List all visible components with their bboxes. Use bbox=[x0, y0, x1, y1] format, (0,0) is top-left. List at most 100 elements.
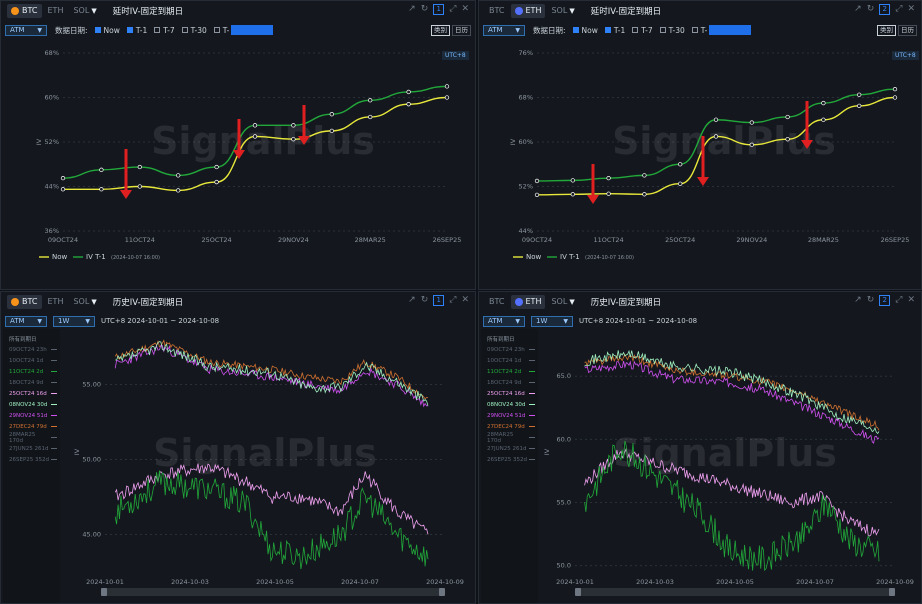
calendar-button[interactable]: 日历 bbox=[452, 25, 471, 36]
chevron-down-icon[interactable]: ▼ bbox=[569, 297, 575, 306]
time-scrollbar[interactable] bbox=[575, 588, 895, 596]
expiry-legend-item[interactable]: 08NOV24 30d bbox=[481, 399, 538, 410]
coin-tab-sol[interactable]: SOL ▼ bbox=[547, 295, 578, 309]
coin-tab-btc[interactable]: BTC bbox=[485, 295, 509, 309]
share-icon[interactable]: ↗ bbox=[408, 4, 416, 14]
data-point bbox=[749, 120, 754, 125]
chevron-down-icon[interactable]: ▼ bbox=[91, 6, 97, 15]
data-point bbox=[857, 103, 862, 108]
category-button[interactable]: 类别 bbox=[431, 25, 450, 36]
check-custom[interactable]: T- bbox=[213, 25, 274, 35]
window-select[interactable]: 1W ▼ bbox=[531, 315, 573, 327]
scroll-handle-left[interactable] bbox=[575, 588, 581, 596]
expiry-legend-item[interactable]: 27JUN25 261d bbox=[481, 443, 538, 454]
expiry-legend-item[interactable]: 18OCT24 9d bbox=[3, 377, 60, 388]
date-range-label[interactable]: UTC+8 2024-10-01 ~ 2024-10-08 bbox=[101, 317, 220, 325]
expiry-legend-item[interactable]: 26SEP25 352d bbox=[481, 454, 538, 465]
scroll-handle-right[interactable] bbox=[889, 588, 895, 596]
chevron-down-icon[interactable]: ▼ bbox=[91, 297, 97, 306]
expiry-legend-item[interactable]: 10OCT24 1d bbox=[481, 355, 538, 366]
check-t30[interactable]: T-30 bbox=[659, 26, 685, 35]
expiry-legend-item[interactable]: 28MAR25 170d bbox=[3, 432, 60, 444]
coin-tab-btc[interactable]: BTC bbox=[485, 4, 509, 18]
expiry-label: 25OCT24 16d bbox=[487, 390, 525, 397]
check-t1[interactable]: T-1 bbox=[126, 26, 147, 35]
expiry-legend-item[interactable]: 09OCT24 23h bbox=[3, 344, 60, 355]
coin-label: BTC bbox=[489, 6, 505, 15]
refresh-icon[interactable]: ↻ bbox=[866, 295, 875, 305]
close-icon[interactable]: ✕ bbox=[907, 295, 915, 305]
coin-tab-eth[interactable]: ETH bbox=[510, 3, 546, 18]
expiry-label: 25OCT24 16d bbox=[9, 390, 47, 397]
atm-select[interactable]: ATM ▼ bbox=[483, 24, 525, 36]
link-number-badge[interactable]: 2 bbox=[879, 4, 891, 15]
close-icon[interactable]: ✕ bbox=[461, 4, 469, 14]
expiry-legend-item[interactable]: 29NOV24 51d bbox=[3, 410, 60, 421]
scroll-handle-right[interactable] bbox=[439, 588, 445, 596]
window-select[interactable]: 1W ▼ bbox=[53, 315, 95, 327]
check-t30[interactable]: T-30 bbox=[181, 26, 207, 35]
date-picker[interactable] bbox=[709, 25, 752, 35]
coin-label: SOL bbox=[551, 297, 568, 306]
expiry-legend-item[interactable]: 25OCT24 16d bbox=[481, 388, 538, 399]
date-range-label[interactable]: UTC+8 2024-10-01 ~ 2024-10-08 bbox=[579, 317, 698, 325]
coin-tab-sol[interactable]: SOL ▼ bbox=[547, 4, 578, 18]
expand-icon[interactable]: ⤢ bbox=[895, 4, 903, 14]
share-icon[interactable]: ↗ bbox=[854, 4, 862, 14]
atm-select[interactable]: ATM ▼ bbox=[5, 315, 47, 327]
expiry-legend-item[interactable]: 26SEP25 352d bbox=[3, 454, 60, 465]
close-icon[interactable]: ✕ bbox=[461, 295, 469, 305]
check-now[interactable]: Now bbox=[572, 26, 598, 35]
refresh-icon[interactable]: ↻ bbox=[420, 295, 429, 305]
scroll-handle-left[interactable] bbox=[101, 588, 107, 596]
atm-select[interactable]: ATM ▼ bbox=[5, 24, 47, 36]
refresh-icon[interactable]: ↻ bbox=[866, 4, 875, 14]
time-scrollbar[interactable] bbox=[101, 588, 445, 596]
watermark: SignalPlus bbox=[153, 431, 377, 475]
coin-tab-sol[interactable]: SOL ▼ bbox=[69, 295, 100, 309]
coin-tab-btc[interactable]: BTC bbox=[7, 3, 42, 18]
coin-tab-eth[interactable]: ETH bbox=[44, 295, 68, 309]
share-icon[interactable]: ↗ bbox=[854, 295, 862, 305]
panel-toolbar: ↗ ↻ 2 ⤢ ✕ bbox=[854, 4, 915, 15]
expiry-legend-item[interactable]: 08NOV24 30d bbox=[3, 399, 60, 410]
refresh-icon[interactable]: ↻ bbox=[420, 4, 429, 14]
expiry-legend-item[interactable]: 18OCT24 9d bbox=[481, 377, 538, 388]
calendar-button[interactable]: 日历 bbox=[898, 25, 917, 36]
expiry-legend-item[interactable]: 09OCT24 23h bbox=[481, 344, 538, 355]
check-t7[interactable]: T-7 bbox=[154, 26, 175, 35]
share-icon[interactable]: ↗ bbox=[408, 295, 416, 305]
check-now[interactable]: Now bbox=[94, 26, 120, 35]
control-bar: ATM ▼ 1W ▼ UTC+8 2024-10-01 ~ 2024-10-08 bbox=[1, 313, 475, 329]
expiry-legend-item[interactable]: 29NOV24 51d bbox=[481, 410, 538, 421]
expiry-legend-item[interactable]: 27JUN25 261d bbox=[3, 443, 60, 454]
expiry-legend-item[interactable]: 28MAR25 170d bbox=[481, 432, 538, 444]
close-icon[interactable]: ✕ bbox=[907, 4, 915, 14]
category-button[interactable]: 类别 bbox=[877, 25, 896, 36]
atm-select[interactable]: ATM ▼ bbox=[483, 315, 525, 327]
chevron-down-icon[interactable]: ▼ bbox=[569, 6, 575, 15]
link-number-badge[interactable]: 1 bbox=[433, 4, 445, 15]
expand-icon[interactable]: ⤢ bbox=[895, 295, 903, 305]
view-toggle: 类别 日历 bbox=[877, 25, 917, 36]
expand-icon[interactable]: ⤢ bbox=[449, 295, 457, 305]
coin-tab-eth[interactable]: ETH bbox=[44, 4, 68, 18]
link-number-badge[interactable]: 2 bbox=[879, 295, 891, 306]
expiry-legend-item[interactable]: 27DEC24 79d bbox=[3, 421, 60, 432]
coin-label: ETH bbox=[525, 297, 542, 306]
expiry-legend-item[interactable]: 11OCT24 2d bbox=[481, 366, 538, 377]
expiry-legend-item[interactable]: 11OCT24 2d bbox=[3, 366, 60, 377]
coin-tab-btc[interactable]: BTC bbox=[7, 294, 42, 309]
control-bar: ATM ▼ 数据日期: Now T-1 T-7 T-30 T- bbox=[1, 22, 475, 38]
check-custom[interactable]: T- bbox=[691, 25, 752, 35]
check-t7[interactable]: T-7 bbox=[632, 26, 653, 35]
expiry-legend-item[interactable]: 25OCT24 16d bbox=[3, 388, 60, 399]
coin-tab-sol[interactable]: SOL ▼ bbox=[69, 4, 100, 18]
expiry-legend-item[interactable]: 10OCT24 1d bbox=[3, 355, 60, 366]
date-picker[interactable] bbox=[231, 25, 274, 35]
check-t1[interactable]: T-1 bbox=[604, 26, 625, 35]
coin-tab-eth[interactable]: ETH bbox=[510, 294, 546, 309]
link-number-badge[interactable]: 1 bbox=[433, 295, 445, 306]
expand-icon[interactable]: ⤢ bbox=[449, 4, 457, 14]
expiry-legend-item[interactable]: 27DEC24 79d bbox=[481, 421, 538, 432]
